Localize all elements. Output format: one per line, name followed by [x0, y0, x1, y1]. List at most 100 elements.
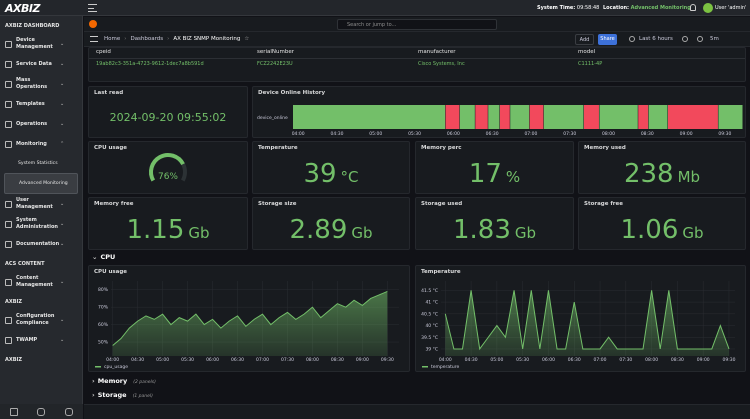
sidebar-subitem[interactable]: System Statistics	[4, 154, 78, 173]
stat-unit: Gb	[188, 224, 209, 242]
sidebar-section-title: ACS CONTENT	[0, 254, 82, 272]
star-icon[interactable]: ☆	[244, 36, 249, 42]
sidebar-item[interactable]: Monitoring⌃	[0, 134, 82, 154]
value: 09:58:48	[577, 5, 599, 11]
location: Location: Advanced Monitoring	[603, 5, 691, 11]
state-segment	[584, 105, 599, 129]
sidebar-item[interactable]: Mass Operations⌄	[0, 74, 82, 94]
search-box[interactable]: Search or jump to...	[337, 19, 497, 30]
grafana-logo[interactable]	[89, 20, 97, 28]
icon[interactable]	[10, 408, 18, 416]
column-header: serialNumber	[257, 49, 294, 55]
icon	[5, 337, 12, 344]
icon[interactable]	[37, 408, 45, 416]
stat-value: 17%	[416, 156, 573, 192]
state-segment	[668, 105, 718, 129]
sidebar-item[interactable]: Documentation⌄	[0, 234, 82, 254]
sidebar-item[interactable]: User Management⌄	[0, 194, 82, 214]
chevron: ⌄	[60, 61, 64, 67]
x-tick-label: 06:00	[447, 131, 460, 137]
state-segment	[530, 105, 544, 129]
sidebar-item[interactable]: Operations⌄	[0, 114, 82, 134]
y-tick-label: 41 °C	[425, 300, 438, 306]
time-range[interactable]: Last 6 hours	[639, 36, 673, 42]
row-note: (2 panels)	[133, 380, 156, 385]
icon[interactable]	[65, 408, 73, 416]
row-title: Memory	[98, 377, 128, 385]
icon	[5, 81, 12, 88]
state-segment	[649, 105, 668, 129]
system-time: System Time: 09:58:48	[537, 5, 599, 11]
row-header[interactable]: ›Memory (2 panels)	[92, 377, 156, 385]
breadcrumb[interactable]: AX BIZ SNMP Monitoring	[173, 36, 240, 42]
label: TWAMP	[16, 337, 60, 344]
sidebar-item[interactable]: Configuration Compliance⌄	[0, 310, 82, 330]
add-button[interactable]: Add	[575, 34, 594, 45]
table-cell: FCZ2242E23U	[257, 61, 293, 67]
y-tick-label: 39 °C	[425, 346, 438, 352]
chevron: ›	[92, 377, 95, 385]
row-note: (1 panel)	[133, 394, 153, 399]
state-segment	[718, 105, 742, 129]
share-button[interactable]: Share	[598, 34, 617, 45]
clock-icon	[629, 36, 635, 42]
stat-unit: Gb	[515, 224, 536, 242]
refresh-interval[interactable]: 5m	[710, 36, 719, 42]
line-panel: Temperature39 °C39.5 °C40 °C40.5 °C41 °C…	[415, 265, 746, 372]
row-header[interactable]: ›Storage(1 panel)	[92, 391, 153, 399]
sidebar-item[interactable]: Device Management⌄	[0, 34, 82, 54]
stat-value: 39°C	[253, 156, 409, 192]
chevron: ⌄	[60, 279, 64, 285]
x-tick-label: 06:00	[206, 357, 219, 363]
menu-icon[interactable]	[90, 36, 98, 42]
x-tick-label: 04:00	[106, 357, 119, 363]
state-segment	[638, 105, 648, 129]
column-header: cpeid	[96, 49, 111, 55]
sidebar-item[interactable]: Templates⌄	[0, 94, 82, 114]
chevron: ⌄	[60, 121, 64, 127]
zoom-icon[interactable]	[682, 36, 688, 42]
label: User Management	[16, 197, 60, 211]
chevron: ⌄	[60, 201, 64, 207]
x-tick-label: 09:00	[697, 357, 710, 363]
sidebar-section-title: AXBIZ DASHBOARD	[0, 16, 82, 34]
refresh-icon[interactable]	[697, 36, 703, 42]
x-tick-label: 07:30	[563, 131, 576, 137]
panel-title: Memory used	[584, 145, 626, 151]
chart: 39 °C39.5 °C40 °C40.5 °C41 °C41.5 °C04:0…	[416, 266, 745, 371]
bell-icon[interactable]	[690, 4, 696, 11]
logo[interactable]: AXBIZ	[5, 2, 40, 15]
stat-value: 1.15Gb	[89, 212, 247, 248]
state-segment	[293, 105, 445, 129]
x-tick-label: 07:30	[619, 357, 632, 363]
stat-panel: Temperature39°C	[252, 141, 410, 194]
sidebar-item[interactable]: TWAMP⌄	[0, 330, 82, 350]
breadcrumb[interactable]: Home	[104, 36, 120, 42]
avatar[interactable]	[703, 3, 713, 13]
label: Service Data	[16, 61, 60, 68]
sidebar-item[interactable]: Content Management⌄	[0, 272, 82, 292]
legend-swatch	[95, 366, 101, 368]
label: Location:	[603, 5, 629, 11]
x-tick-label: 09:30	[722, 357, 735, 363]
table-cell: C1111-4P	[578, 61, 602, 67]
row-title: CPU	[100, 253, 115, 261]
sidebar-item[interactable]: System Administration⌄	[0, 214, 82, 234]
label: Content Management	[16, 275, 60, 289]
x-tick-label: 09:00	[680, 131, 693, 137]
column-header: model	[578, 49, 595, 55]
sidebar-item[interactable]: Service Data⌄	[0, 54, 82, 74]
sidebar-subitem[interactable]: Advanced Monitoring	[4, 173, 78, 194]
panel-title: Storage used	[421, 201, 462, 207]
stat-panel: Memory perc17%	[415, 141, 574, 194]
chart: 50%60%70%80%04:0004:3005:0005:3006:0006:…	[89, 266, 409, 371]
label: Documentation	[16, 241, 60, 248]
stat-number: 2.89	[289, 212, 347, 248]
user[interactable]: User 'admin'	[715, 5, 746, 11]
stat-panel: Memory used238Mb	[578, 141, 746, 194]
row-header[interactable]: ⌄CPU	[92, 253, 115, 261]
state-timeline-panel: Device Online Historydevice_online04:000…	[252, 86, 746, 138]
table-panel: cpeidserialNumbermanufacturermodel19ab82…	[88, 47, 746, 82]
breadcrumb[interactable]: Dashboards	[130, 36, 163, 42]
menu-toggle[interactable]	[88, 4, 97, 12]
